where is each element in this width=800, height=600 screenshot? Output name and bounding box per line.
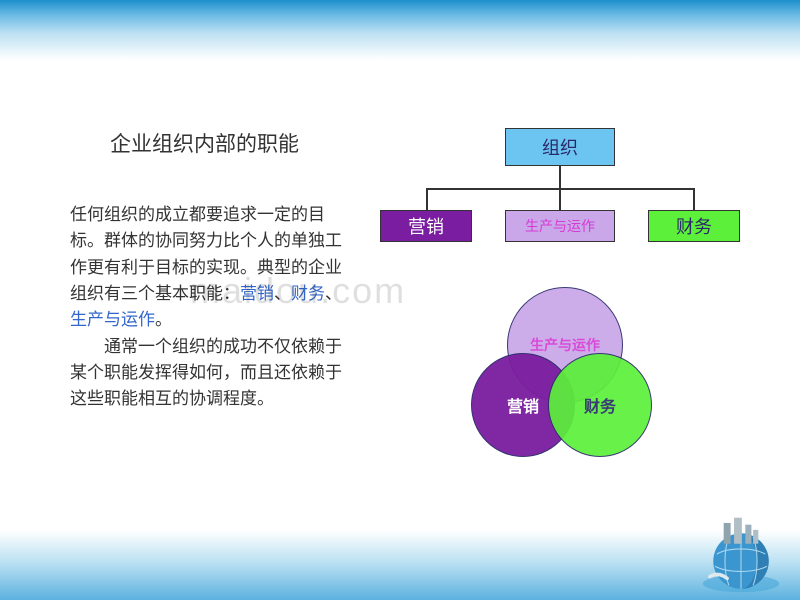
keyword-production: 生产与运作 <box>70 310 155 329</box>
org-connector <box>559 188 561 210</box>
sep-2: 、 <box>325 284 342 303</box>
org-connector <box>693 188 695 210</box>
para-2: 通常一个组织的成功不仅依赖于某个职能发挥得如何，而且还依赖于这些职能相互的协调程… <box>70 337 342 409</box>
venn-circle-2: 财务 <box>548 353 652 457</box>
sep-1: 、 <box>274 284 291 303</box>
body-paragraph: 任何组织的成立都要追求一定的目标。群体的协同努力比个人的单独工作更有利于目标的实… <box>70 202 345 413</box>
org-child-box-2: 财务 <box>648 210 740 242</box>
slide-title: 企业组织内部的职能 <box>110 128 299 158</box>
org-chart: 组织营销 生产与运作 财务 <box>380 128 740 258</box>
para-1b: 。 <box>155 310 172 329</box>
org-connector <box>426 188 428 210</box>
keyword-finance: 财务 <box>291 284 325 303</box>
globe-city-icon <box>696 516 786 594</box>
keyword-marketing: 营销 <box>240 284 274 303</box>
org-connector <box>559 166 561 188</box>
org-root-box: 组织 <box>505 128 615 166</box>
org-child-box-1: 生产与运作 <box>505 210 615 242</box>
bottom-banner <box>0 530 800 600</box>
org-child-box-0: 营销 <box>380 210 472 242</box>
venn-diagram: 生产与运作营销财务 <box>445 275 685 475</box>
top-banner <box>0 0 800 60</box>
